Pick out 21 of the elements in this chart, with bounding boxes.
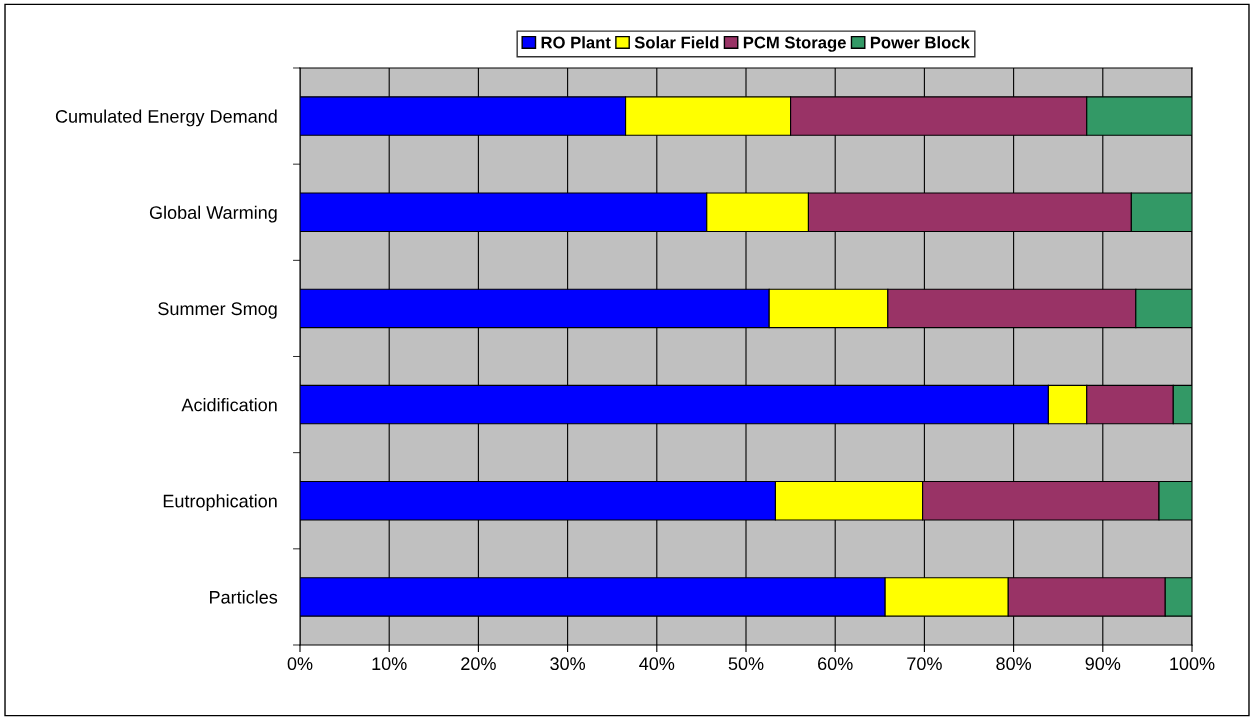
y-tick-label: Cumulated Energy Demand <box>55 109 277 127</box>
y-tick-label: Summer Smog <box>158 302 277 319</box>
x-tick-label: 20% <box>461 657 496 671</box>
legend-label: Power Block <box>870 36 970 49</box>
y-tick-label: Particles <box>210 590 278 604</box>
x-tick-label: 0% <box>287 657 313 671</box>
legend-label: RO Plant <box>541 36 611 49</box>
x-tick-label: 10% <box>372 657 407 671</box>
y-tick-label: Global Warming <box>149 205 277 223</box>
x-tick-label: 70% <box>907 657 942 671</box>
x-tick-label: 40% <box>639 657 675 671</box>
legend-label: Solar Field <box>634 36 719 49</box>
x-tick-label: 50% <box>728 657 764 671</box>
x-tick-label: 80% <box>996 657 1032 671</box>
x-tick-label: 60% <box>818 657 853 671</box>
legend-label: PCM Storage <box>743 36 846 52</box>
x-tick-label: 30% <box>550 657 586 671</box>
x-tick-label: 100% <box>1170 657 1215 671</box>
y-tick-label: Eutrophication <box>163 494 277 512</box>
y-tick-label: Acidification <box>181 398 277 412</box>
x-tick-label: 90% <box>1085 657 1121 671</box>
